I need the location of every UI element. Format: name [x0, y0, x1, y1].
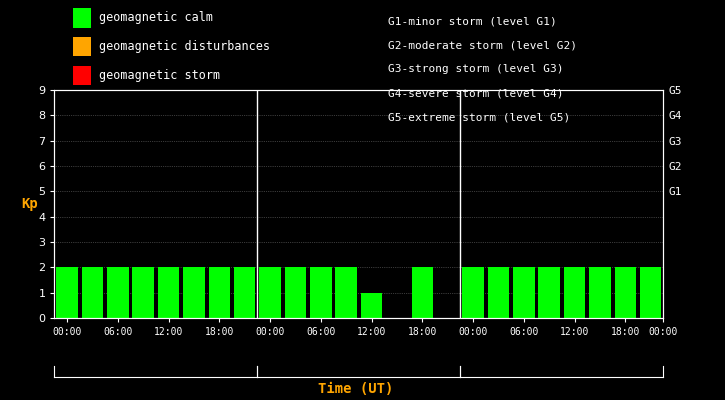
Bar — [310, 267, 331, 318]
Bar — [133, 267, 154, 318]
Bar — [158, 267, 179, 318]
Text: G1-minor storm (level G1): G1-minor storm (level G1) — [388, 16, 557, 26]
Bar — [564, 267, 585, 318]
Bar — [361, 293, 382, 318]
Text: Time (UT): Time (UT) — [318, 382, 393, 396]
Bar — [209, 267, 230, 318]
Bar — [234, 267, 255, 318]
Text: geomagnetic storm: geomagnetic storm — [99, 69, 220, 82]
Bar — [260, 267, 281, 318]
Text: G5-extreme storm (level G5): G5-extreme storm (level G5) — [388, 112, 570, 122]
Bar — [183, 267, 204, 318]
Text: G2-moderate storm (level G2): G2-moderate storm (level G2) — [388, 40, 577, 50]
Bar — [57, 267, 78, 318]
Text: geomagnetic calm: geomagnetic calm — [99, 12, 213, 24]
Bar — [640, 267, 661, 318]
Bar — [285, 267, 306, 318]
Y-axis label: Kp: Kp — [22, 197, 38, 211]
Bar — [336, 267, 357, 318]
Bar — [82, 267, 103, 318]
Bar — [615, 267, 636, 318]
Text: geomagnetic disturbances: geomagnetic disturbances — [99, 40, 270, 53]
Bar — [412, 267, 433, 318]
Bar — [107, 267, 128, 318]
Text: G3-strong storm (level G3): G3-strong storm (level G3) — [388, 64, 563, 74]
Bar — [589, 267, 610, 318]
Text: G4-severe storm (level G4): G4-severe storm (level G4) — [388, 88, 563, 98]
Bar — [463, 267, 484, 318]
Bar — [488, 267, 509, 318]
Bar — [513, 267, 534, 318]
Bar — [539, 267, 560, 318]
